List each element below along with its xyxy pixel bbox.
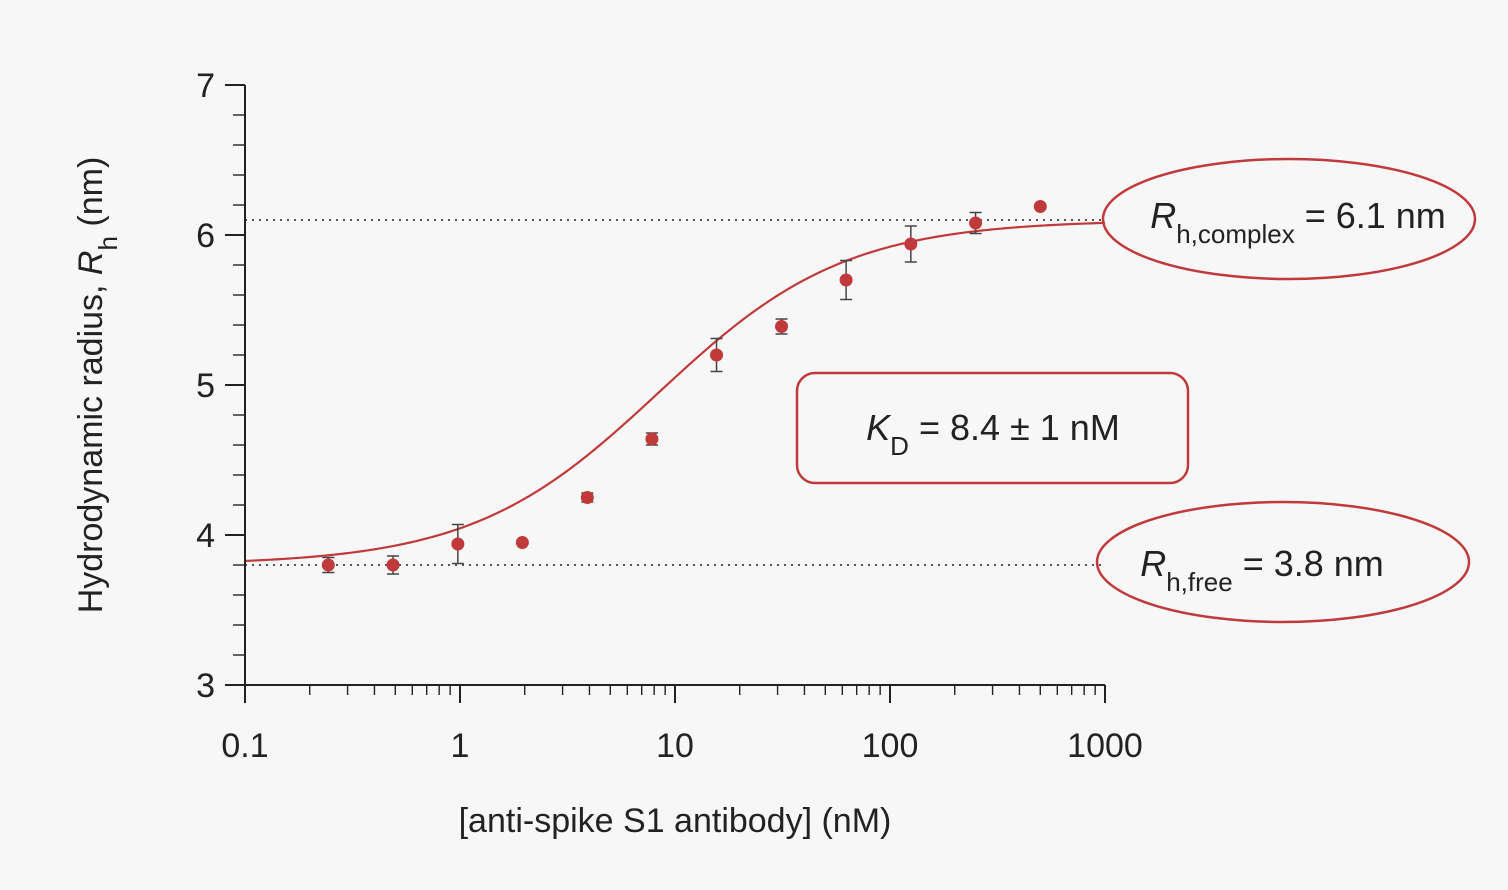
data-point — [710, 348, 724, 362]
data-point — [645, 432, 659, 446]
reference-lines — [245, 219, 1105, 566]
rh-complex-label: Rh,complex = 6.1 nm — [1150, 195, 1446, 249]
x-axis-title: [anti-spike S1 antibody] (nM) — [459, 802, 892, 840]
x-tick-label: 1000 — [1067, 727, 1143, 765]
fit-curve — [244, 221, 1106, 563]
data-point — [515, 536, 529, 549]
data-point — [451, 537, 465, 551]
rh-free-annotation: Rh,free = 3.8 nm — [1095, 500, 1471, 624]
y-tick-label: 4 — [196, 517, 215, 555]
rh-free-ellipse — [1095, 500, 1471, 624]
data-point — [580, 491, 594, 504]
x-ticks: 0.1 1 10 100 1000 — [221, 685, 1143, 765]
y-ticks: 3 4 5 6 7 — [196, 67, 245, 705]
rh-free-label: Rh,free = 3.8 nm — [1140, 543, 1384, 597]
kd-annotation: KD = 8.4 ± 1 nM — [795, 371, 1190, 485]
y-tick-label: 3 — [196, 667, 215, 705]
x-tick-label: 0.1 — [221, 727, 268, 765]
y-tick-label: 6 — [196, 217, 215, 255]
x-tick-label: 1 — [451, 727, 470, 765]
data-point — [775, 320, 789, 333]
kd-label: KD = 8.4 ± 1 nM — [866, 407, 1120, 461]
data-points — [321, 200, 1047, 575]
data-point — [1033, 200, 1047, 213]
y-tick-label: 7 — [196, 67, 215, 105]
x-tick-label: 100 — [862, 727, 919, 765]
data-point — [904, 237, 918, 251]
y-axis-title: Hydrodynamic radius, Rh (nm) — [72, 157, 123, 614]
x-tick-label: 10 — [656, 727, 694, 765]
rh-complex-ellipse — [1101, 157, 1477, 281]
rh-complex-annotation: Rh,complex = 6.1 nm — [1101, 157, 1477, 281]
y-tick-label: 5 — [196, 367, 215, 405]
data-point — [321, 558, 335, 572]
data-point — [969, 216, 983, 230]
axes: 3 4 5 6 7 0.1 1 10 100 1000 — [196, 67, 1143, 765]
data-point — [386, 558, 400, 572]
data-point — [839, 273, 853, 287]
kd-box — [795, 371, 1190, 485]
